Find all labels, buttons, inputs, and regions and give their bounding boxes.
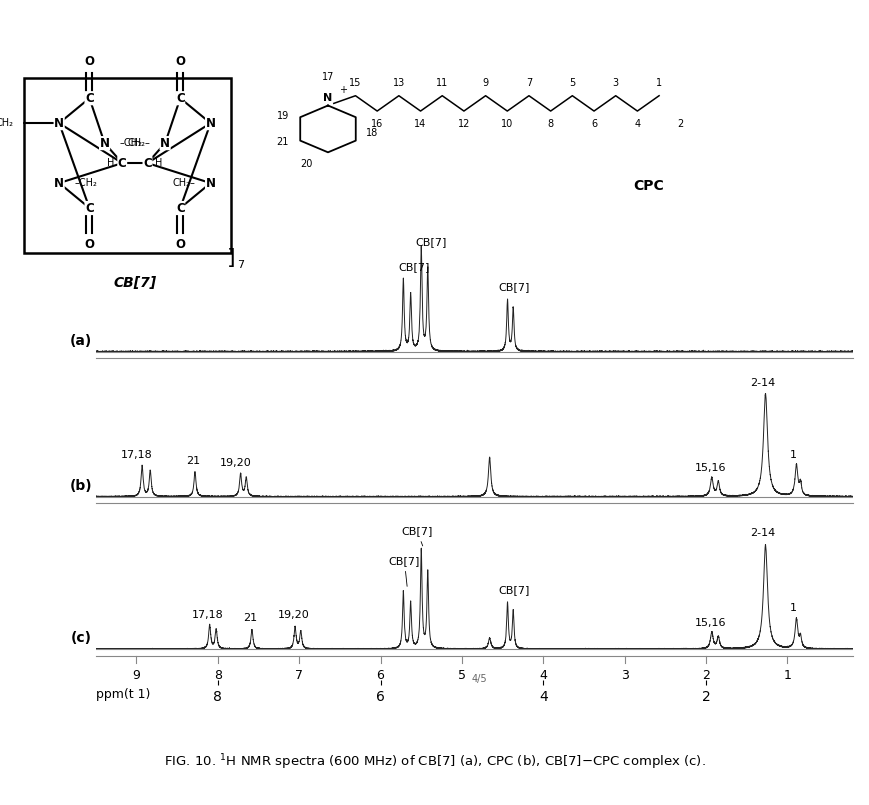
Text: 5: 5 bbox=[568, 78, 574, 88]
Text: 13: 13 bbox=[392, 78, 405, 88]
Text: 9: 9 bbox=[132, 669, 140, 682]
Text: 17,18: 17,18 bbox=[121, 450, 152, 460]
Text: 17: 17 bbox=[322, 72, 334, 82]
Text: 2: 2 bbox=[701, 669, 709, 682]
Text: H: H bbox=[155, 158, 163, 168]
Text: 15: 15 bbox=[349, 78, 362, 88]
Text: CB[7]: CB[7] bbox=[113, 276, 156, 290]
Text: O: O bbox=[84, 238, 95, 251]
Text: N: N bbox=[160, 137, 170, 150]
Text: 14: 14 bbox=[414, 118, 426, 129]
Text: 8: 8 bbox=[214, 669, 222, 682]
Text: 19,20: 19,20 bbox=[277, 610, 309, 620]
Text: CB[7]: CB[7] bbox=[498, 283, 529, 292]
Text: 1: 1 bbox=[783, 669, 791, 682]
Text: N: N bbox=[323, 93, 332, 103]
Text: N: N bbox=[99, 137, 109, 150]
Bar bbox=[23, 78, 230, 253]
Text: 3: 3 bbox=[612, 78, 618, 88]
Text: CPC: CPC bbox=[633, 180, 663, 193]
Text: (c): (c) bbox=[71, 631, 92, 646]
Text: N: N bbox=[205, 176, 216, 189]
Text: CH₂–: CH₂– bbox=[127, 138, 149, 148]
Text: C: C bbox=[117, 157, 127, 170]
Text: CB[7]: CB[7] bbox=[388, 556, 420, 586]
Text: 12: 12 bbox=[457, 118, 469, 129]
Text: 21: 21 bbox=[186, 456, 200, 466]
Text: N: N bbox=[54, 176, 64, 189]
Text: 11: 11 bbox=[435, 78, 448, 88]
Text: N: N bbox=[205, 117, 216, 130]
Text: –CH₂: –CH₂ bbox=[74, 178, 97, 188]
Text: +: + bbox=[338, 85, 346, 95]
Text: –CH₂: –CH₂ bbox=[120, 138, 143, 148]
Text: O: O bbox=[175, 56, 185, 68]
Text: C: C bbox=[143, 157, 152, 170]
Text: CH₂–: CH₂– bbox=[172, 178, 196, 188]
Text: 1: 1 bbox=[789, 603, 796, 613]
Text: 19,20: 19,20 bbox=[220, 458, 251, 468]
Text: 21: 21 bbox=[276, 137, 289, 147]
Text: 20: 20 bbox=[300, 159, 312, 169]
Text: CH₂: CH₂ bbox=[0, 118, 14, 128]
Text: 15,16: 15,16 bbox=[693, 463, 725, 473]
Text: 7: 7 bbox=[237, 260, 244, 270]
Text: O: O bbox=[175, 238, 185, 251]
Text: 5: 5 bbox=[457, 669, 466, 682]
Text: 3: 3 bbox=[620, 669, 628, 682]
Text: 18: 18 bbox=[366, 128, 378, 138]
Text: H: H bbox=[107, 158, 115, 168]
Text: N: N bbox=[54, 117, 64, 130]
Text: 21: 21 bbox=[243, 613, 257, 623]
Text: 10: 10 bbox=[501, 118, 513, 129]
Text: O: O bbox=[84, 56, 95, 68]
Text: 2-14: 2-14 bbox=[750, 527, 775, 538]
Text: 9: 9 bbox=[482, 78, 488, 88]
Text: FIG. 10. $\mathregular{^1}$H NMR spectra (600 MHz) of CB[7] (a), CPC (b), CB[7]$: FIG. 10. $\mathregular{^1}$H NMR spectra… bbox=[164, 752, 705, 772]
Text: 4: 4 bbox=[634, 118, 640, 129]
Text: 19: 19 bbox=[276, 111, 289, 121]
Text: (a): (a) bbox=[70, 334, 92, 349]
Text: 1: 1 bbox=[655, 78, 661, 88]
Text: CB[7]: CB[7] bbox=[398, 262, 429, 271]
Text: CB[7]: CB[7] bbox=[498, 584, 529, 595]
Text: C: C bbox=[176, 201, 184, 214]
Text: ppm(t 1): ppm(t 1) bbox=[96, 688, 150, 701]
Text: 2-14: 2-14 bbox=[750, 378, 775, 388]
Text: CB[7]: CB[7] bbox=[401, 526, 433, 546]
Text: C: C bbox=[85, 201, 94, 214]
Text: ]: ] bbox=[226, 248, 235, 268]
Text: 2: 2 bbox=[677, 118, 683, 129]
Text: 16: 16 bbox=[371, 118, 383, 129]
Text: CB[7]: CB[7] bbox=[415, 237, 446, 247]
Text: 1: 1 bbox=[789, 450, 796, 460]
Text: (b): (b) bbox=[70, 479, 92, 493]
Text: 6: 6 bbox=[590, 118, 596, 129]
Text: 8: 8 bbox=[547, 118, 553, 129]
Text: 6: 6 bbox=[376, 669, 384, 682]
Text: 4: 4 bbox=[539, 669, 547, 682]
Text: 4/5: 4/5 bbox=[472, 674, 488, 683]
Text: 15,16: 15,16 bbox=[693, 617, 725, 628]
Text: C: C bbox=[176, 92, 184, 105]
Text: 7: 7 bbox=[525, 78, 532, 88]
Text: 17,18: 17,18 bbox=[192, 610, 223, 620]
Text: 7: 7 bbox=[295, 669, 302, 682]
Text: C: C bbox=[85, 92, 94, 105]
